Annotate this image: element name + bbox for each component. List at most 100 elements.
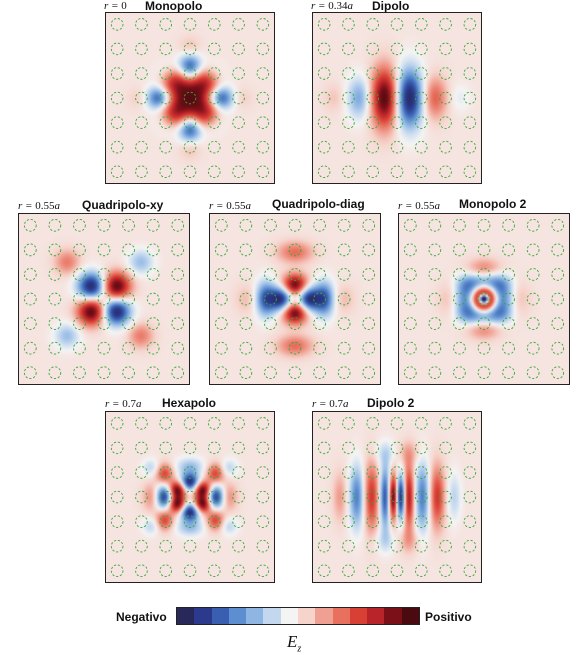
dielectric-pillar bbox=[122, 243, 135, 257]
dielectric-pillar bbox=[239, 268, 253, 281]
dielectric-pillar bbox=[110, 539, 124, 553]
dielectric-pillar bbox=[256, 165, 270, 178]
dielectric-pillar bbox=[342, 42, 355, 56]
dielectric-pillar bbox=[317, 539, 331, 553]
dielectric-pillar bbox=[239, 366, 253, 380]
dielectric-pillar bbox=[208, 42, 221, 56]
dielectric-pillar bbox=[208, 67, 221, 80]
panel-monopolo-2: r = 0.55a Monopolo 2 bbox=[398, 197, 570, 385]
dielectric-pillar bbox=[135, 42, 148, 56]
dielectric-pillar bbox=[390, 91, 404, 105]
dielectric-pillar bbox=[477, 243, 491, 257]
dielectric-pillar bbox=[171, 317, 185, 330]
dielectric-pillar bbox=[256, 564, 270, 577]
dielectric-pillar bbox=[214, 317, 228, 330]
dielectric-pillar bbox=[317, 441, 331, 455]
dielectric-pillar bbox=[337, 341, 351, 355]
dielectric-pillar bbox=[415, 67, 428, 80]
dielectric-pillar bbox=[208, 490, 221, 504]
dielectric-pillar bbox=[317, 165, 331, 178]
dielectric-pillar bbox=[171, 218, 185, 232]
dielectric-pillar bbox=[171, 292, 185, 306]
radius-label: r = 0.55a bbox=[18, 200, 60, 212]
field-plot bbox=[312, 12, 482, 184]
dielectric-pillar bbox=[288, 218, 302, 232]
dielectric-pillar bbox=[342, 564, 355, 577]
dielectric-pillar bbox=[390, 18, 404, 31]
dielectric-pillar bbox=[183, 116, 197, 129]
dielectric-pillar bbox=[477, 292, 491, 306]
panel-title: Quadripolo-xy bbox=[82, 198, 164, 212]
dielectric-pillar bbox=[313, 243, 326, 257]
dielectric-pillar bbox=[366, 18, 379, 31]
dielectric-pillar bbox=[526, 268, 540, 281]
dielectric-pillar bbox=[183, 67, 197, 80]
dielectric-pillar bbox=[264, 292, 277, 306]
dielectric-pillar bbox=[171, 341, 185, 355]
dielectric-pillar bbox=[208, 441, 221, 455]
dielectric-pillar bbox=[551, 292, 565, 306]
dielectric-pillar bbox=[232, 18, 245, 31]
dielectric-pillar bbox=[390, 564, 404, 577]
dielectric-pillar bbox=[439, 441, 452, 455]
dielectric-pillar bbox=[439, 42, 452, 56]
dielectric-pillar bbox=[110, 441, 124, 455]
dielectric-pillar bbox=[342, 490, 355, 504]
dielectric-pillar bbox=[551, 366, 565, 380]
dielectric-pillar bbox=[342, 67, 355, 80]
dielectric-pillar bbox=[135, 116, 148, 129]
colorbar-segment bbox=[194, 608, 212, 624]
dielectric-pillar bbox=[362, 218, 376, 232]
dielectric-pillar bbox=[337, 268, 351, 281]
dielectric-pillar bbox=[428, 341, 442, 355]
dielectric-pillar bbox=[502, 292, 515, 306]
dielectric-pillar bbox=[73, 243, 86, 257]
field-plot bbox=[398, 213, 570, 385]
dielectric-pillar bbox=[342, 165, 355, 178]
dielectric-pillar bbox=[526, 292, 540, 306]
dielectric-pillar bbox=[463, 116, 477, 129]
dielectric-pillar bbox=[146, 292, 160, 306]
colorbar-segment bbox=[367, 608, 385, 624]
dielectric-pillar bbox=[313, 366, 326, 380]
dielectric-pillar bbox=[232, 165, 245, 178]
dielectric-pillar bbox=[526, 366, 540, 380]
dielectric-pillar bbox=[366, 67, 379, 80]
dielectric-pillar bbox=[317, 116, 331, 129]
dielectric-pillar bbox=[390, 42, 404, 56]
dielectric-pillar bbox=[122, 218, 135, 232]
dielectric-pillar bbox=[23, 366, 37, 380]
dielectric-pillar bbox=[453, 218, 466, 232]
dielectric-pillar bbox=[366, 539, 379, 553]
dielectric-pillar bbox=[97, 317, 111, 330]
dielectric-pillar bbox=[146, 218, 160, 232]
dielectric-pillar bbox=[477, 317, 491, 330]
dielectric-pillar bbox=[477, 341, 491, 355]
dielectric-pillar bbox=[463, 539, 477, 553]
dielectric-pillar bbox=[502, 366, 515, 380]
dielectric-pillar bbox=[146, 243, 160, 257]
dielectric-pillar bbox=[135, 91, 148, 105]
dielectric-pillar bbox=[428, 317, 442, 330]
dielectric-pillar bbox=[313, 218, 326, 232]
dielectric-pillar bbox=[122, 366, 135, 380]
dielectric-pillar bbox=[477, 366, 491, 380]
dielectric-pillar bbox=[214, 218, 228, 232]
dielectric-pillar bbox=[73, 218, 86, 232]
dielectric-pillar bbox=[362, 292, 376, 306]
dielectric-pillar bbox=[463, 490, 477, 504]
dielectric-pillar bbox=[159, 67, 172, 80]
dielectric-pillar bbox=[439, 140, 452, 154]
dielectric-pillar bbox=[337, 317, 351, 330]
colorbar bbox=[176, 607, 420, 625]
dielectric-pillar bbox=[122, 268, 135, 281]
dielectric-pillar bbox=[337, 292, 351, 306]
dielectric-pillar bbox=[390, 165, 404, 178]
dielectric-pillar bbox=[48, 268, 62, 281]
dielectric-pillar bbox=[317, 490, 331, 504]
dielectric-pillar bbox=[122, 292, 135, 306]
radius-label: r = 0.55a bbox=[209, 200, 251, 212]
dielectric-pillar bbox=[256, 490, 270, 504]
dielectric-pillar bbox=[403, 341, 417, 355]
colorbar-segment bbox=[315, 608, 333, 624]
